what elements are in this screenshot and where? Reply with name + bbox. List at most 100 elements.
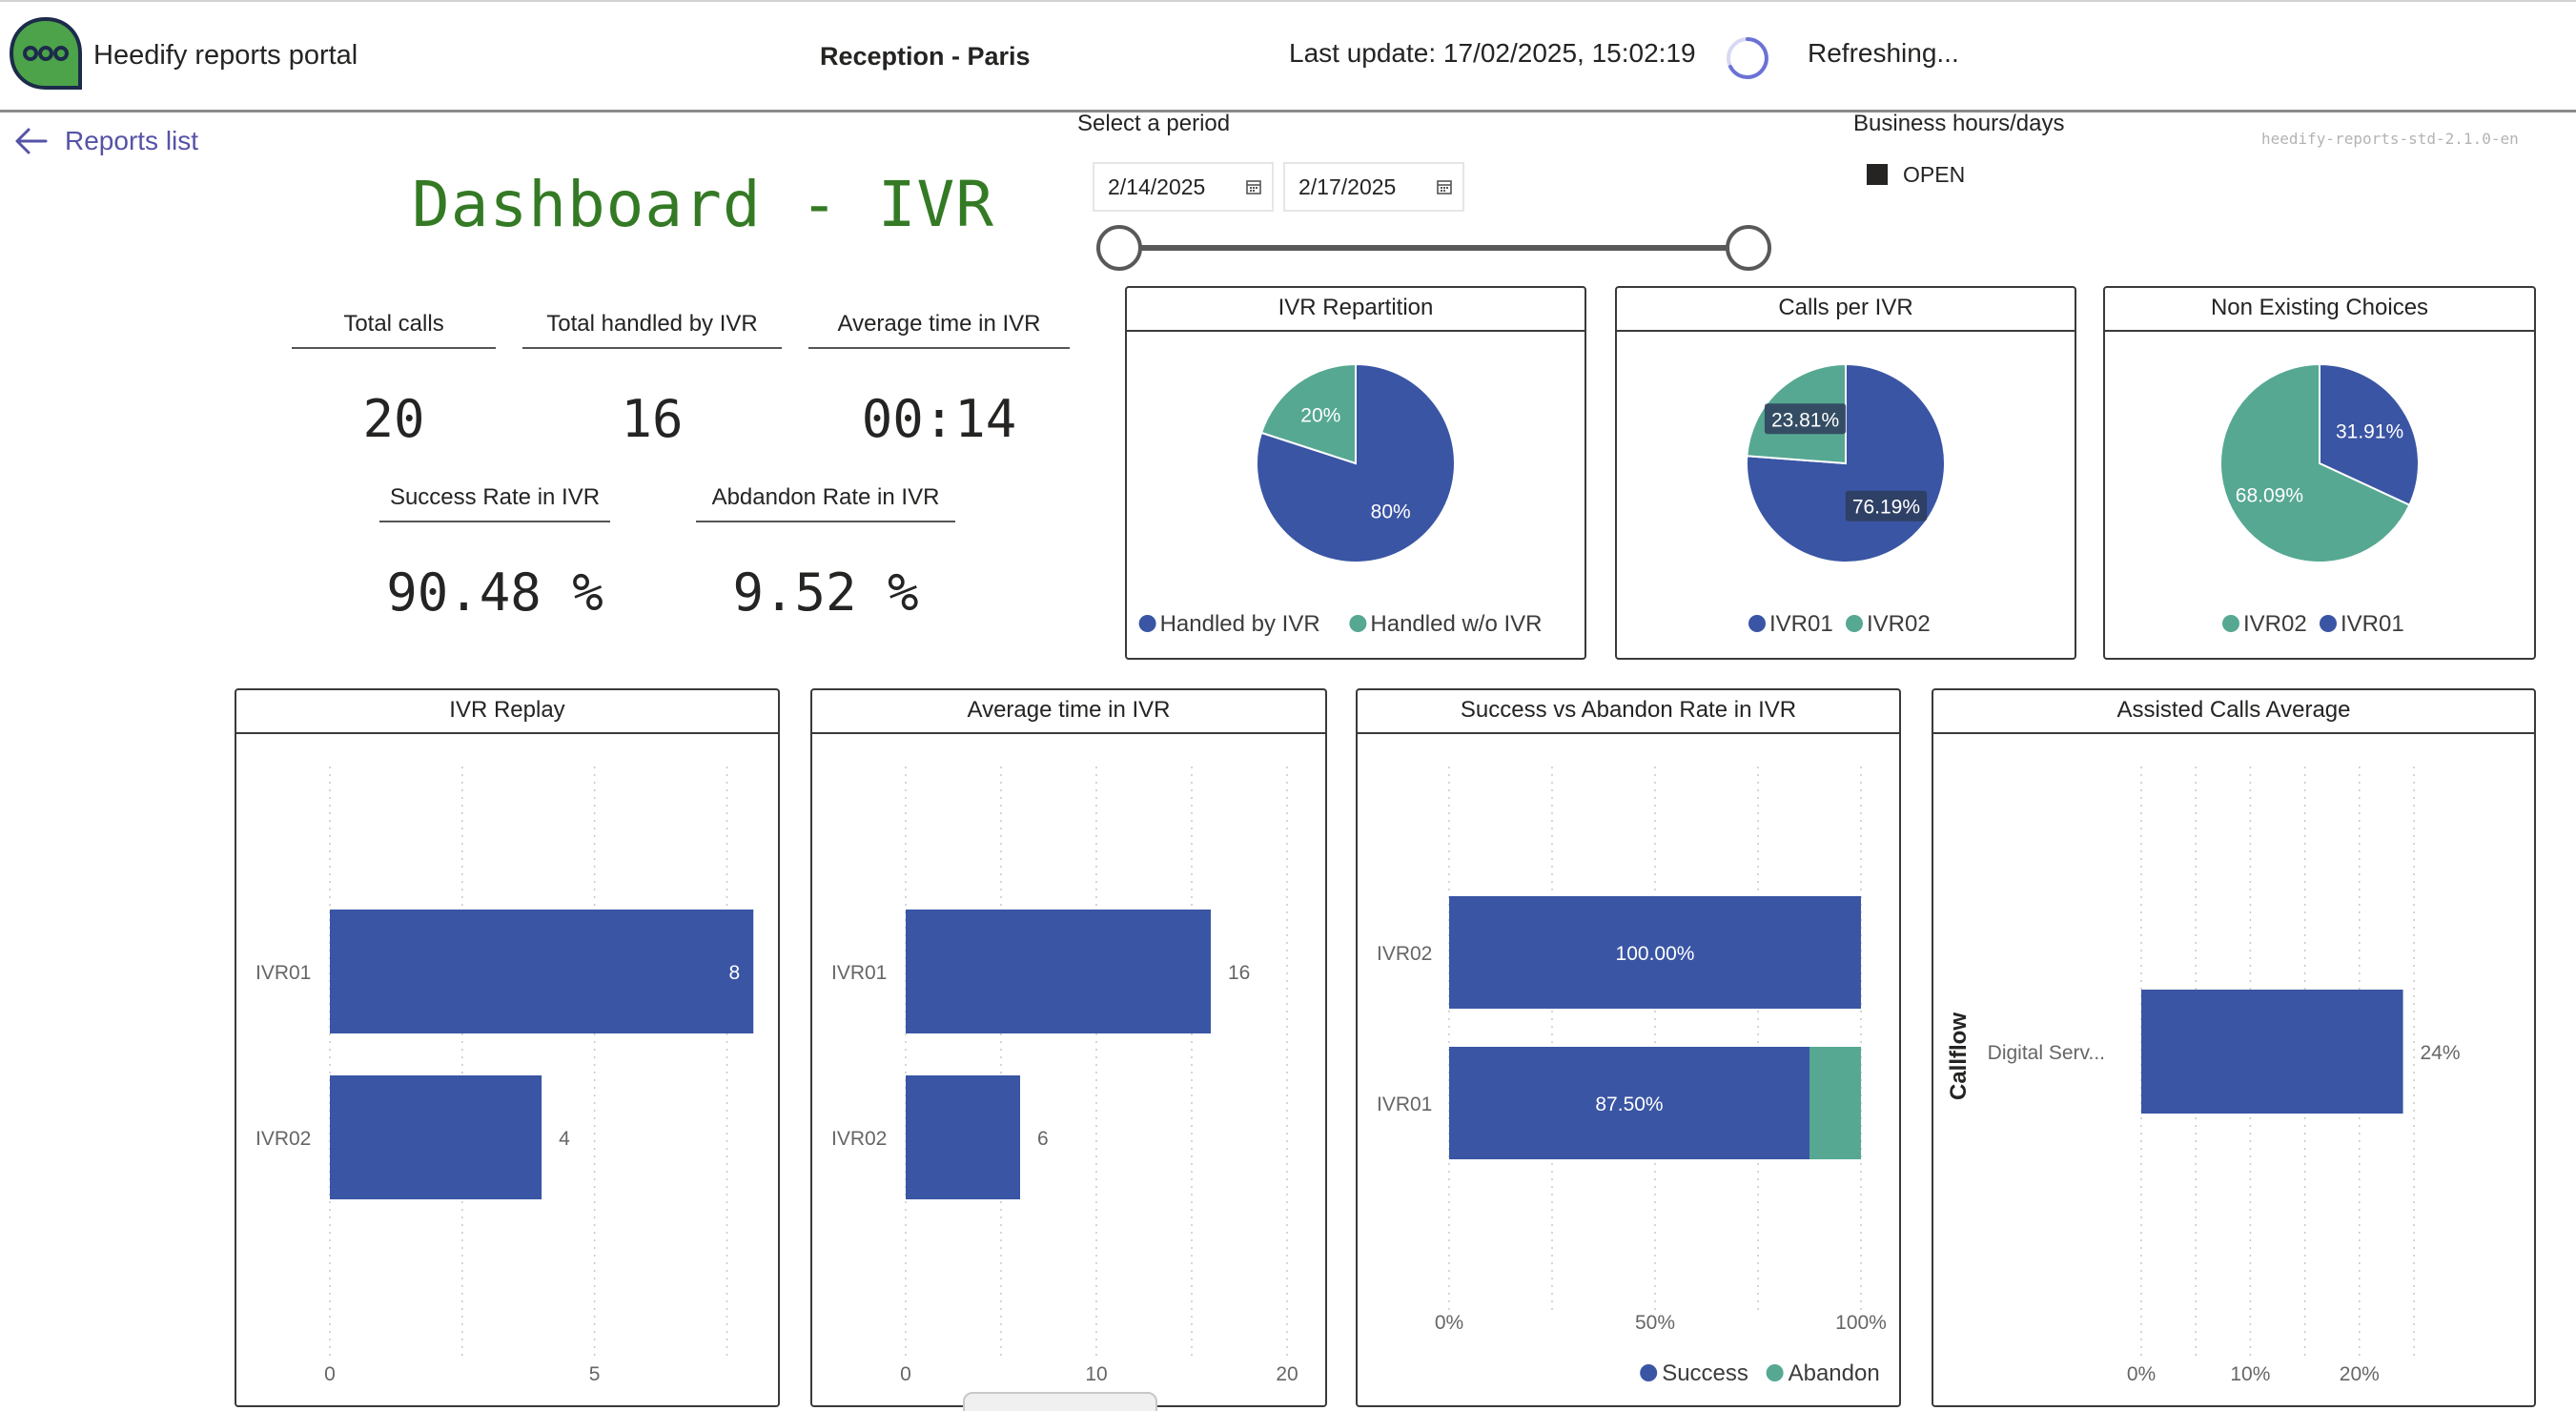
kpi-abandon-rate-value: 9.52 % [732, 562, 919, 623]
panel-title: IVR Replay [236, 690, 778, 734]
x-tick-label: 50% [1635, 1312, 1675, 1334]
category-label: IVR01 [831, 962, 887, 984]
assisted-calls-panel: Assisted Calls Average 0% 10% 20% Digital S… [1932, 688, 2536, 1407]
bar-data-label: 8 [729, 962, 741, 984]
top-bar: Heedify reports portal Reception - Paris… [0, 0, 2576, 112]
panel-title: Calls per IVR [1617, 288, 2075, 332]
business-hours-checkbox[interactable] [1867, 164, 1888, 185]
bar[interactable] [330, 910, 754, 1033]
dashboard-title: Dashboard - IVR [412, 168, 995, 241]
kpi-total-handled-value: 16 [621, 389, 684, 449]
legend-label[interactable]: Abandon [1789, 1360, 1880, 1386]
panel-title: Average time in IVR [812, 690, 1325, 734]
legend-label[interactable]: IVR01 [1769, 611, 1833, 637]
bar-data-label: 6 [1037, 1128, 1049, 1150]
calls-per-ivr-panel: Calls per IVR 76.19% 23.81% IVR01 IVR02 [1615, 286, 2076, 660]
pie-slice-ivr01[interactable] [2319, 362, 2420, 507]
pie-slice-handled-w-o-ivr[interactable] [1259, 362, 1357, 465]
heedify-logo [9, 16, 82, 90]
data-label-box [1764, 403, 1847, 435]
x-tick-label: 5 [589, 1363, 601, 1385]
category-label: IVR02 [831, 1128, 887, 1150]
legend-label[interactable]: Handled by IVR [1160, 611, 1320, 637]
kpi-average-time-label: Average time in IVR [808, 311, 1070, 349]
legend-label[interactable]: IVR01 [2341, 611, 2404, 637]
non-existing-choices-chart: 31.91% 68.09% IVR02 IVR01 [2219, 362, 2420, 637]
success-vs-abandon-panel: Success vs Abandon Rate in IVR 0% 50% 100%… [1356, 688, 1901, 1407]
pie-data-label: 23.81% [1771, 409, 1839, 431]
kpi-total-calls-value: 20 [362, 389, 425, 449]
success-vs-abandon-chart: 0% 50% 100% IVR02 100.00% IVR01 87.50% Abandon S… [1377, 767, 1887, 1386]
start-date-input[interactable]: 2/14/2025 [1093, 162, 1274, 212]
x-tick-label: 0% [2127, 1363, 2156, 1385]
reports-list-label: Reports list [65, 126, 199, 155]
x-tick-label: 0% [1435, 1312, 1463, 1334]
reports-list-link[interactable]: Reports list [13, 124, 198, 158]
end-date-input[interactable]: 2/17/2025 [1283, 162, 1464, 212]
legend-marker [1349, 615, 1367, 632]
start-date-value: 2/14/2025 [1108, 174, 1206, 199]
legend-marker [1640, 1364, 1658, 1381]
bar-success[interactable] [1449, 896, 1861, 1009]
kpi-success-rate-value: 90.48 % [386, 562, 603, 623]
category-label: IVR01 [1377, 1094, 1432, 1115]
page-subtitle: Reception - Paris [820, 42, 1031, 71]
x-tick-label: 10 [1085, 1363, 1107, 1385]
bar-data-label: 24% [2421, 1042, 2461, 1064]
bar[interactable] [906, 1075, 1020, 1199]
non-existing-choices-panel: Non Existing Choices 31.91% 68.09% IVR02 IV… [2103, 286, 2536, 660]
refresh-spinner-icon [1727, 37, 1768, 79]
business-hours-label: Business hours/days [1853, 111, 2065, 136]
legend-label[interactable]: Success [1662, 1360, 1748, 1386]
kpi-average-time-value: 00:14 [861, 389, 1017, 449]
bar-abandon[interactable] [1809, 1047, 1861, 1159]
bar-data-label: 87.50% [1595, 1094, 1663, 1115]
average-time-panel: Average time in IVR 0 10 20 IVR01 16 IVR02 6 [810, 688, 1327, 1407]
category-label: Digital Serv... [1988, 1042, 2105, 1064]
legend-label[interactable]: IVR02 [2243, 611, 2307, 637]
ivr-replay-chart: 0 5 IVR01 8 IVR02 4 [256, 767, 754, 1385]
legend-marker [1846, 615, 1863, 632]
bar-success[interactable] [1449, 1047, 1809, 1159]
category-label: IVR02 [1377, 943, 1432, 965]
pie-data-label: 76.19% [1852, 497, 1920, 519]
legend-marker [1138, 615, 1156, 632]
period-filter-label: Select a period [1077, 111, 1231, 136]
business-hours-option[interactable]: OPEN [1903, 162, 1966, 187]
pie-slice-handled-by-ivr[interactable] [1256, 362, 1456, 563]
period-range-slider[interactable] [1094, 221, 1773, 275]
kpi-total-handled-label: Total handled by IVR [522, 311, 782, 349]
kpi-abandon-rate-label: Abdandon Rate in IVR [696, 484, 955, 522]
version-label: heedify-reports-std-2.1.0-en [2261, 130, 2519, 148]
ivr-repartition-chart: 80% 20% Handled by IVR Handled w/o IVR [1138, 362, 1542, 637]
bar[interactable] [906, 910, 1211, 1033]
legend-label[interactable]: IVR02 [1867, 611, 1931, 637]
panel-title: Assisted Calls Average [1933, 690, 2534, 734]
legend-label[interactable]: Handled w/o IVR [1370, 611, 1542, 637]
calendar-icon[interactable] [1245, 178, 1262, 195]
average-time-chart: 0 10 20 IVR01 16 IVR02 6 [831, 767, 1298, 1385]
refresh-status: Refreshing... [1808, 38, 1959, 68]
ivr-repartition-panel: IVR Repartition 80% 20% Handled by IVR Hand… [1125, 286, 1586, 660]
calls-per-ivr-chart: 76.19% 23.81% IVR01 IVR02 [1746, 362, 1946, 637]
legend-marker [2320, 615, 2337, 632]
category-label: IVR02 [256, 1128, 311, 1150]
y-axis-title: Callflow [1946, 1012, 1972, 1100]
pie-data-label: 80% [1371, 501, 1411, 522]
bar[interactable] [2141, 990, 2403, 1114]
calendar-icon[interactable] [1436, 178, 1453, 195]
x-tick-label: 10% [2230, 1363, 2270, 1385]
pie-data-label: 31.91% [2336, 420, 2403, 442]
bar[interactable] [330, 1075, 542, 1199]
scroll-handle[interactable] [963, 1392, 1157, 1411]
panel-title: Non Existing Choices [2105, 288, 2534, 332]
x-tick-label: 20 [1276, 1363, 1298, 1385]
slider-start-handle[interactable] [1096, 225, 1142, 271]
slider-end-handle[interactable] [1726, 225, 1771, 271]
ivr-replay-panel: IVR Replay 0 5 IVR01 8 IVR02 4 [235, 688, 780, 1407]
panel-title: IVR Repartition [1127, 288, 1584, 332]
legend-marker [1748, 615, 1766, 632]
app-title: Heedify reports portal [93, 40, 358, 71]
pie-slice-ivr02[interactable] [2219, 362, 2411, 563]
kpi-total-calls-label: Total calls [292, 311, 496, 349]
